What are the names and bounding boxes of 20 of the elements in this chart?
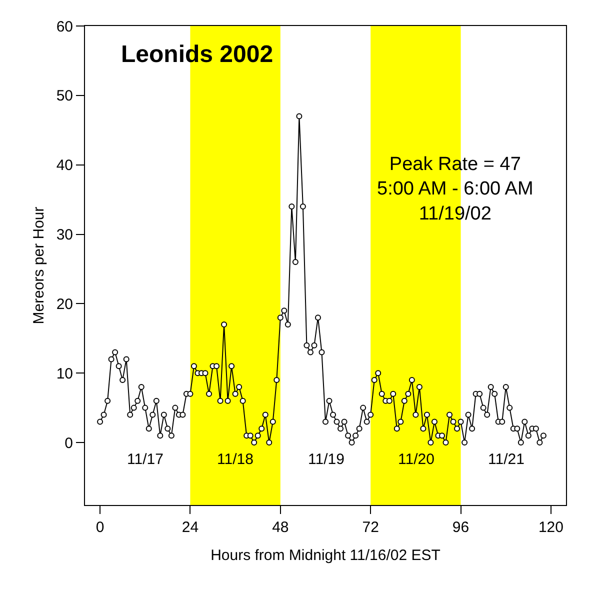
x-tick-label: 48 [272,519,289,536]
band-label: 11/20 [398,451,434,468]
y-tick-label: 30 [56,226,73,244]
y-tick-label: 0 [64,434,73,452]
y-tick-label: 60 [56,18,73,36]
y-axis-title: Mereors per Hour [30,206,48,324]
annotation: 11/17 [127,451,164,468]
y-tick-label: 40 [56,157,73,174]
x-tick-label: 120 [538,519,564,536]
band-label: 11/18 [217,451,254,468]
x-tick-label: 0 [96,519,104,536]
x-tick-label: 72 [362,519,379,536]
y-tick-label: 10 [56,365,73,382]
x-tick-label: 24 [182,519,199,536]
annotation: 11/21 [488,451,524,468]
y-tick-label: 50 [56,88,73,105]
annotation: 11/19 [308,451,344,468]
x-axis-title: Hours from Midnight 11/16/02 EST [210,547,440,564]
y-tick-label: 20 [56,296,73,313]
x-tick-label: 96 [452,519,470,536]
